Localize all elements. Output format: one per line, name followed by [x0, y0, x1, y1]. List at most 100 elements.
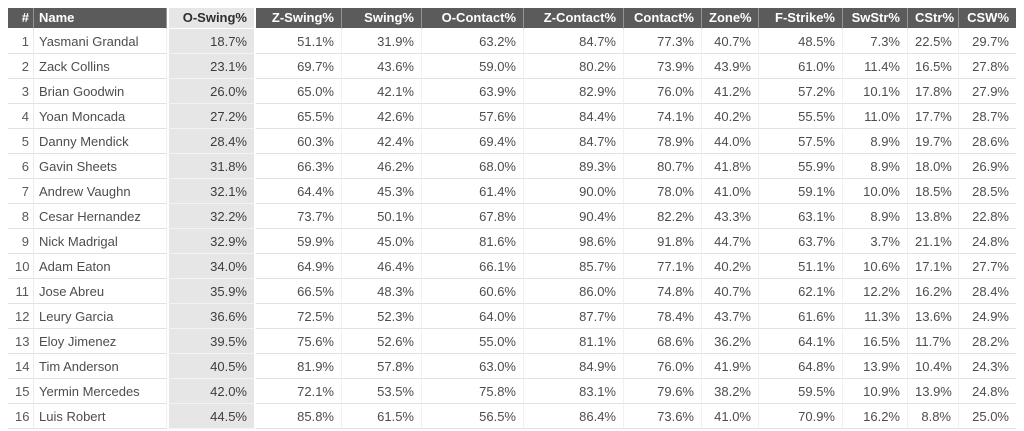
column-header-o-contact[interactable]: O-Contact%: [422, 8, 524, 29]
stat-o-swing: 28.4%: [167, 129, 256, 154]
stat-z-contact: 87.7%: [524, 304, 624, 329]
stat-z-swing: 66.3%: [256, 154, 342, 179]
column-header-csw[interactable]: CSW%: [959, 8, 1016, 29]
stat-csw: 28.2%: [959, 329, 1016, 354]
stat-z-swing: 72.5%: [256, 304, 342, 329]
column-header-swstr[interactable]: SwStr%: [843, 8, 908, 29]
stat-o-swing: 32.9%: [167, 229, 256, 254]
column-header-rank[interactable]: #: [8, 8, 34, 29]
table-row: 3 Brian Goodwin 26.0% 65.0% 42.1% 63.9% 82.9% 7…: [8, 79, 1016, 104]
stat-csw: 28.4%: [959, 279, 1016, 304]
stat-o-contact: 63.9%: [422, 79, 524, 104]
row-rank: 9: [8, 229, 34, 254]
stat-contact: 79.6%: [624, 379, 702, 404]
stat-z-swing: 69.7%: [256, 54, 342, 79]
stat-contact: 74.8%: [624, 279, 702, 304]
stat-zone: 43.9%: [702, 54, 759, 79]
stat-contact: 77.1%: [624, 254, 702, 279]
table-row: 12 Leury Garcia 36.6% 72.5% 52.3% 64.0% 87.7% 7…: [8, 304, 1016, 329]
stat-zone: 41.9%: [702, 354, 759, 379]
stat-o-contact: 64.0%: [422, 304, 524, 329]
stat-cstr: 18.0%: [908, 154, 959, 179]
stat-f-strike: 63.1%: [759, 204, 843, 229]
table-row: 9 Nick Madrigal 32.9% 59.9% 45.0% 81.6% 98.6% 9…: [8, 229, 1016, 254]
stat-zone: 36.2%: [702, 329, 759, 354]
row-rank: 1: [8, 29, 34, 54]
player-name: Tim Anderson: [34, 354, 167, 379]
stat-contact: 80.7%: [624, 154, 702, 179]
stat-zone: 40.7%: [702, 279, 759, 304]
stat-swstr: 12.2%: [843, 279, 908, 304]
stat-swstr: 11.0%: [843, 104, 908, 129]
stat-o-contact: 57.6%: [422, 104, 524, 129]
stat-contact: 73.6%: [624, 404, 702, 429]
stat-z-contact: 85.7%: [524, 254, 624, 279]
stat-z-contact: 80.2%: [524, 54, 624, 79]
column-header-f-strike[interactable]: F-Strike%: [759, 8, 843, 29]
stat-f-strike: 64.1%: [759, 329, 843, 354]
stat-cstr: 17.8%: [908, 79, 959, 104]
stat-cstr: 8.8%: [908, 404, 959, 429]
column-header-cstr[interactable]: CStr%: [908, 8, 959, 29]
stat-cstr: 10.4%: [908, 354, 959, 379]
row-rank: 15: [8, 379, 34, 404]
row-rank: 3: [8, 79, 34, 104]
table-row: 7 Andrew Vaughn 32.1% 64.4% 45.3% 61.4% 90.0% 7…: [8, 179, 1016, 204]
stat-z-contact: 83.1%: [524, 379, 624, 404]
column-header-contact[interactable]: Contact%: [624, 8, 702, 29]
stat-o-swing: 26.0%: [167, 79, 256, 104]
column-header-zone[interactable]: Zone%: [702, 8, 759, 29]
stat-f-strike: 57.5%: [759, 129, 843, 154]
stat-zone: 40.2%: [702, 104, 759, 129]
stat-swstr: 8.9%: [843, 129, 908, 154]
stat-contact: 78.0%: [624, 179, 702, 204]
stat-cstr: 16.2%: [908, 279, 959, 304]
stat-o-swing: 32.2%: [167, 204, 256, 229]
stat-o-contact: 55.0%: [422, 329, 524, 354]
stat-csw: 27.9%: [959, 79, 1016, 104]
stat-swstr: 11.4%: [843, 54, 908, 79]
stat-csw: 28.7%: [959, 104, 1016, 129]
stat-z-contact: 82.9%: [524, 79, 624, 104]
stat-swing: 46.2%: [342, 154, 422, 179]
player-name: Yasmani Grandal: [34, 29, 167, 54]
table-row: 16 Luis Robert 44.5% 85.8% 61.5% 56.5% 86.4% 73…: [8, 404, 1016, 429]
column-header-swing[interactable]: Swing%: [342, 8, 422, 29]
stat-csw: 24.8%: [959, 229, 1016, 254]
table-row: 2 Zack Collins 23.1% 69.7% 43.6% 59.0% 80.2% 73…: [8, 54, 1016, 79]
stat-o-swing: 42.0%: [167, 379, 256, 404]
stat-f-strike: 62.1%: [759, 279, 843, 304]
stat-z-swing: 64.9%: [256, 254, 342, 279]
stat-o-contact: 68.0%: [422, 154, 524, 179]
stat-z-contact: 81.1%: [524, 329, 624, 354]
stat-z-swing: 60.3%: [256, 129, 342, 154]
stat-z-contact: 84.7%: [524, 29, 624, 54]
row-rank: 7: [8, 179, 34, 204]
stat-z-swing: 85.8%: [256, 404, 342, 429]
column-header-name[interactable]: Name: [34, 8, 167, 29]
stat-swing: 42.1%: [342, 79, 422, 104]
stat-o-swing: 34.0%: [167, 254, 256, 279]
column-header-z-contact[interactable]: Z-Contact%: [524, 8, 624, 29]
row-rank: 14: [8, 354, 34, 379]
column-header-z-swing[interactable]: Z-Swing%: [256, 8, 342, 29]
player-name: Cesar Hernandez: [34, 204, 167, 229]
stat-o-swing: 23.1%: [167, 54, 256, 79]
plate-discipline-table: # Name O-Swing% Z-Swing% Swing% O-Contact% Z-C…: [8, 8, 1016, 429]
table-row: 5 Danny Mendick 28.4% 60.3% 42.4% 69.4% 84.7% 7…: [8, 129, 1016, 154]
stat-o-swing: 36.6%: [167, 304, 256, 329]
player-name: Zack Collins: [34, 54, 167, 79]
stat-f-strike: 61.6%: [759, 304, 843, 329]
row-rank: 11: [8, 279, 34, 304]
table-row: 15 Yermin Mercedes 42.0% 72.1% 53.5% 75.8% 83.…: [8, 379, 1016, 404]
stat-swing: 45.3%: [342, 179, 422, 204]
stat-o-contact: 59.0%: [422, 54, 524, 79]
stat-contact: 77.3%: [624, 29, 702, 54]
stat-swstr: 13.9%: [843, 354, 908, 379]
column-header-o-swing[interactable]: O-Swing%: [167, 8, 256, 29]
stat-contact: 91.8%: [624, 229, 702, 254]
row-rank: 16: [8, 404, 34, 429]
stat-z-contact: 84.7%: [524, 129, 624, 154]
stat-cstr: 21.1%: [908, 229, 959, 254]
stat-swing: 50.1%: [342, 204, 422, 229]
